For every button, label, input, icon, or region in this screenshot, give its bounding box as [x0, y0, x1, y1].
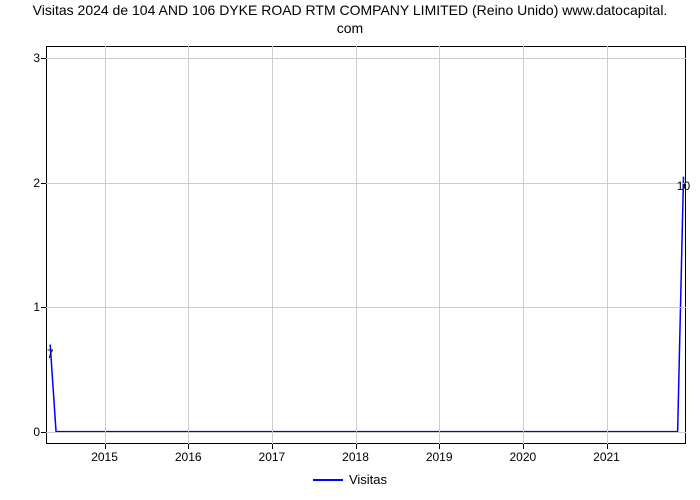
y-gridline [46, 432, 686, 433]
x-gridline [607, 46, 608, 444]
x-gridline [439, 46, 440, 444]
chart-title: Visitas 2024 de 104 AND 106 DYKE ROAD RT… [0, 2, 700, 37]
x-tick-label: 2017 [259, 444, 286, 464]
x-gridline [523, 46, 524, 444]
x-tick-label: 2020 [510, 444, 537, 464]
x-gridline [356, 46, 357, 444]
series-line [46, 46, 686, 444]
point-label: 10 [677, 179, 690, 193]
x-tick-label: 2021 [593, 444, 620, 464]
legend-line-sample [313, 479, 343, 481]
y-tick-label: 3 [33, 51, 46, 65]
chart-stage: Visitas 2024 de 104 AND 106 DYKE ROAD RT… [0, 0, 700, 500]
legend: Visitas [313, 472, 387, 487]
y-gridline [46, 183, 686, 184]
x-gridline [272, 46, 273, 444]
y-gridline [46, 307, 686, 308]
x-tick-label: 2015 [91, 444, 118, 464]
x-tick-label: 2019 [426, 444, 453, 464]
y-tick-label: 0 [33, 425, 46, 439]
x-tick-label: 2018 [342, 444, 369, 464]
x-gridline [105, 46, 106, 444]
x-tick-label: 2016 [175, 444, 202, 464]
legend-label: Visitas [349, 472, 387, 487]
y-tick-label: 2 [33, 176, 46, 190]
y-gridline [46, 58, 686, 59]
x-gridline [188, 46, 189, 444]
plot-area [46, 46, 686, 444]
y-tick-label: 1 [33, 300, 46, 314]
point-label: 7 [47, 347, 54, 361]
